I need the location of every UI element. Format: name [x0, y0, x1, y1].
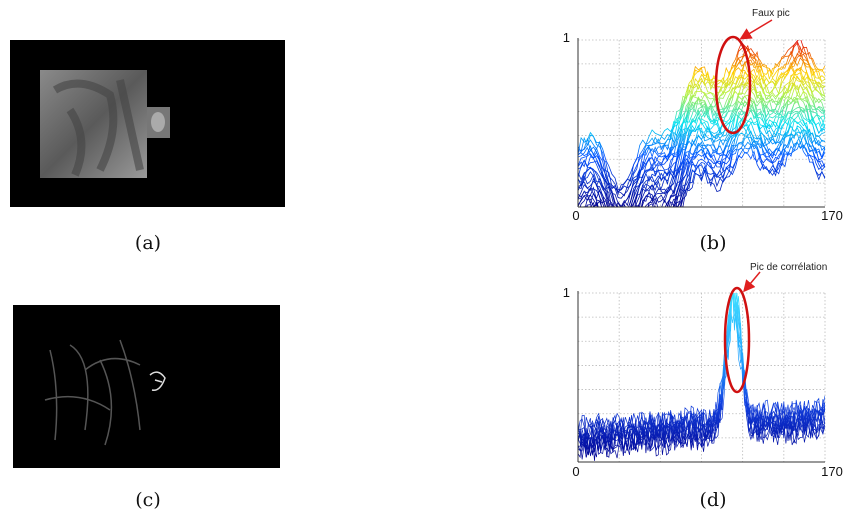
image-c-edges [44, 339, 141, 446]
annotation: Pic de corrélation [750, 262, 827, 273]
correlation-line [578, 293, 825, 456]
arrow [739, 19, 773, 40]
surface-line [584, 108, 825, 207]
surface-line [680, 141, 825, 207]
surface-line [579, 100, 825, 207]
correlation-plot [578, 293, 825, 461]
surface-line [578, 68, 825, 207]
surface-line [578, 83, 825, 207]
caption: (a) [135, 232, 161, 254]
y-tick-label: 1 [563, 285, 570, 300]
surface-line [674, 125, 825, 207]
surface-line [578, 42, 825, 192]
highlight-ellipse [723, 286, 751, 394]
surface-line [578, 46, 825, 197]
surface-plot [578, 40, 825, 207]
surface-line [681, 142, 825, 207]
highlight-ellipse [714, 35, 752, 135]
image-c-face-edges [149, 371, 166, 391]
surface-line [578, 75, 825, 207]
surface-line [677, 141, 825, 207]
arrow [743, 271, 761, 293]
x-tick-label: 0 [572, 208, 579, 223]
image-c [13, 305, 280, 468]
surface-line [677, 133, 825, 207]
correlation-line [578, 293, 825, 445]
annotation: Faux pic [752, 8, 790, 19]
surface-line [578, 96, 825, 207]
image-a-texture [52, 79, 144, 177]
surface-line [578, 75, 825, 207]
surface-line [675, 129, 825, 207]
x-tick-label: 0 [572, 464, 579, 479]
surface-line [578, 59, 825, 207]
correlation-line [578, 293, 825, 461]
surface-line [676, 134, 825, 207]
image-a-face-detail [151, 112, 165, 132]
surface-line [578, 54, 825, 207]
caption: (c) [135, 489, 160, 511]
caption: (d) [700, 489, 727, 511]
caption: (b) [700, 232, 727, 254]
x-tick-label: 170 [821, 208, 843, 223]
surface-line [578, 82, 825, 207]
surface-line [578, 97, 825, 207]
surface-line [578, 96, 825, 207]
correlation-line [578, 293, 825, 460]
surface-line [672, 125, 825, 207]
correlation-line [578, 293, 825, 459]
surface-line [578, 84, 825, 207]
x-tick-label: 170 [821, 464, 843, 479]
y-tick-label: 1 [563, 30, 570, 45]
surface-line [578, 52, 825, 199]
